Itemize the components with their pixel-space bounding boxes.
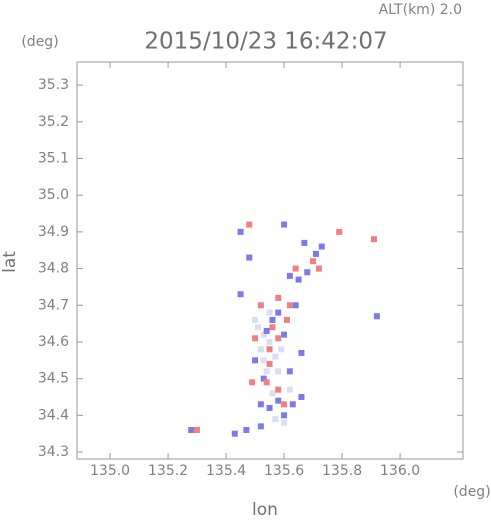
echo-point	[292, 302, 299, 309]
echo-point	[283, 316, 290, 323]
echo-point	[260, 331, 267, 338]
x-axis-label: lon	[252, 500, 278, 520]
y-tick-label: 35.2	[38, 114, 69, 130]
echo-point	[257, 423, 264, 430]
echo-point	[269, 324, 276, 331]
echo-point	[281, 331, 288, 338]
echo-point	[370, 236, 377, 243]
echo-point	[281, 412, 288, 419]
echo-point	[275, 309, 282, 316]
echo-point	[257, 302, 264, 309]
echo-point	[286, 302, 293, 309]
x-unit: (deg)	[453, 484, 490, 500]
echo-point	[260, 375, 267, 382]
altitude-label: ALT(km) 2.0	[379, 2, 462, 18]
echo-point	[312, 250, 319, 257]
y-axis-label: lat	[0, 251, 20, 273]
x-tick-label: 135.6	[264, 463, 304, 479]
echo-point	[304, 269, 311, 276]
y-tick-label: 34.9	[38, 224, 69, 240]
x-tick-label: 136.0	[380, 463, 420, 479]
echo-point	[373, 313, 380, 320]
echo-point	[266, 338, 273, 345]
echo-point	[263, 379, 270, 386]
echo-point	[301, 239, 308, 246]
echo-point	[278, 346, 285, 353]
y-tick-label: 35.1	[38, 150, 69, 166]
echo-point	[298, 393, 305, 400]
echo-point	[275, 386, 282, 393]
echo-point	[298, 349, 305, 356]
echo-point	[252, 316, 259, 323]
echo-point	[281, 221, 288, 228]
echo-point	[336, 228, 343, 235]
echo-point	[295, 276, 302, 283]
echo-point	[292, 265, 299, 272]
echo-point	[246, 221, 253, 228]
y-unit: (deg)	[21, 34, 58, 50]
echo-point	[275, 335, 282, 342]
echo-point	[249, 379, 256, 386]
y-tick-label: 35.3	[38, 77, 69, 93]
echo-point	[237, 228, 244, 235]
echo-point	[281, 401, 288, 408]
echo-point	[272, 353, 279, 360]
echo-point	[266, 404, 273, 411]
echo-point	[254, 324, 261, 331]
y-tick-label: 35.0	[38, 187, 69, 203]
y-tick-label: 34.5	[38, 371, 69, 387]
echo-point	[289, 401, 296, 408]
echo-point	[269, 390, 276, 397]
echo-point	[237, 291, 244, 298]
echo-point	[272, 416, 279, 423]
echo-point	[263, 327, 270, 334]
echo-point	[252, 357, 259, 364]
x-tick-label: 135.0	[90, 463, 130, 479]
echo-point	[281, 419, 288, 426]
echo-point	[246, 254, 253, 261]
echo-point	[286, 386, 293, 393]
echo-point	[263, 368, 270, 375]
y-tick-label: 34.6	[38, 334, 69, 350]
echo-point	[266, 360, 273, 367]
echo-point	[194, 427, 201, 434]
echo-point	[252, 335, 259, 342]
echo-point	[275, 368, 282, 375]
echo-point	[257, 401, 264, 408]
x-tick-label: 135.8	[322, 463, 362, 479]
echo-point	[188, 427, 195, 434]
echo-point	[286, 272, 293, 279]
echo-point	[231, 430, 238, 437]
echo-point	[243, 427, 250, 434]
y-tick-label: 34.8	[38, 261, 69, 277]
y-tick-label: 34.3	[38, 444, 69, 460]
y-tick-label: 34.4	[38, 407, 69, 423]
echo-point	[275, 294, 282, 301]
echo-point	[310, 258, 317, 265]
x-tick-label: 135.4	[206, 463, 246, 479]
x-tick-label: 135.2	[148, 463, 188, 479]
echo-point	[266, 309, 273, 316]
echo-point	[266, 346, 273, 353]
echo-point	[315, 265, 322, 272]
echo-point	[257, 346, 264, 353]
y-tick-label: 34.7	[38, 297, 69, 313]
echo-point	[275, 397, 282, 404]
plot-frame	[76, 61, 464, 460]
echo-point	[318, 243, 325, 250]
echo-point	[286, 368, 293, 375]
echo-point	[269, 316, 276, 323]
echo-point	[260, 357, 267, 364]
chart-title: 2015/10/23 16:42:07	[144, 29, 387, 55]
